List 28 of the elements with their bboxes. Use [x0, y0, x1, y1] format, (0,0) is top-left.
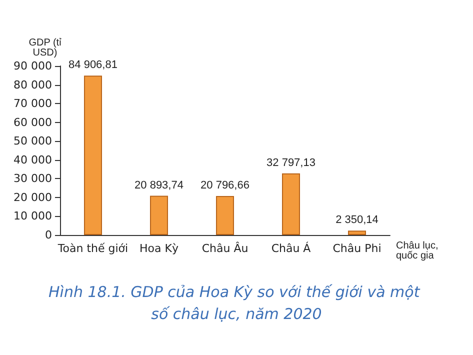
y-tick-label: 0	[45, 228, 52, 242]
bar	[348, 230, 366, 235]
x-tick-label: Toàn thế giới	[56, 242, 128, 255]
data-label: 84 906,81	[68, 59, 118, 72]
x-tick-label: Châu Âu	[202, 241, 248, 255]
y-tick-label: 60 000	[14, 116, 52, 129]
text: Hình 18.1. GDP của Hoa Kỳ so với thế giới và một số châu lục, năm 2020	[48, 283, 424, 323]
bar	[216, 196, 234, 235]
data-label: 32 797,13	[266, 156, 316, 169]
x-tick-label: Châu Á	[271, 241, 312, 255]
y-tick-label: 70 000	[14, 97, 52, 110]
x-tick-label: Hoa Kỳ	[140, 242, 179, 255]
data-label: 20 796,66	[200, 179, 250, 192]
bar	[84, 76, 102, 235]
x-tick-label: Châu Phi	[332, 242, 382, 255]
y-tick-label: 80 000	[14, 78, 52, 92]
y-tick-label: 10 000	[14, 210, 52, 223]
data-label: 20 893,74	[134, 179, 184, 192]
bar	[150, 196, 168, 235]
y-axis-title: GDP (tỉ USD)	[28, 38, 62, 58]
bar	[282, 173, 300, 235]
y-tick-label: 50 000	[14, 134, 52, 148]
y-tick-label: 30 000	[14, 172, 52, 186]
y-tick-label: 90 000	[14, 60, 52, 72]
y-tick-label: 40 000	[14, 153, 52, 166]
y-tick-label: 20 000	[14, 190, 52, 204]
x-axis-title: Châu lục, quốc gia	[396, 240, 438, 262]
data-label: 2 350,14	[336, 214, 378, 226]
